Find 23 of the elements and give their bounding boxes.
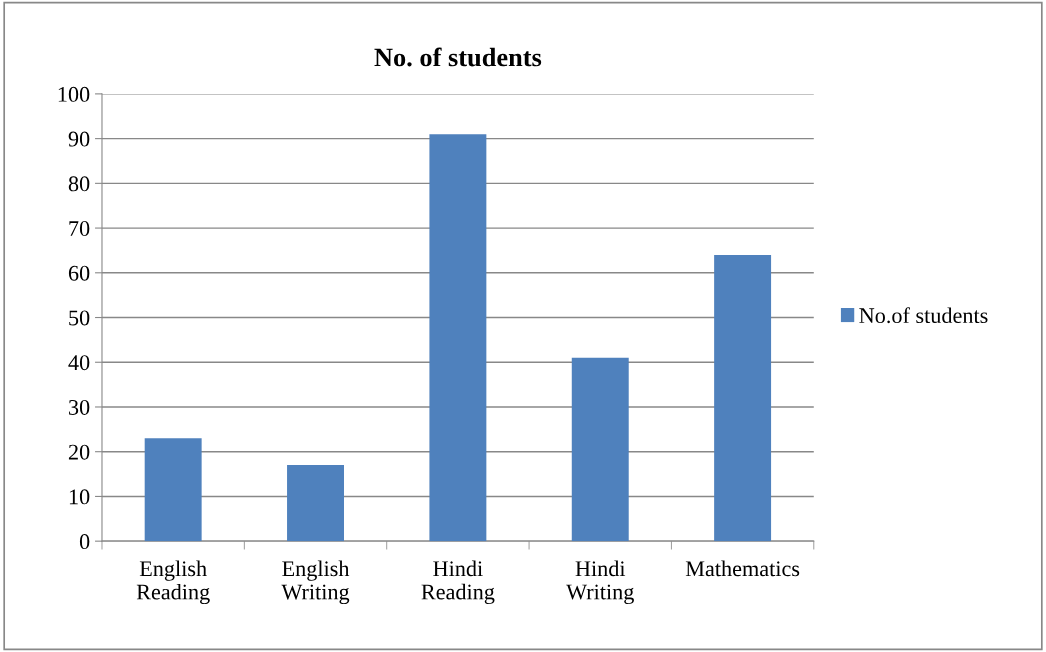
chart-title: No. of students bbox=[374, 47, 542, 67]
y-tick-label: 60 bbox=[68, 265, 90, 281]
bar bbox=[571, 357, 629, 542]
x-tick-label: Hindi Reading bbox=[421, 560, 495, 605]
x-tick-label: English Writing bbox=[281, 560, 350, 605]
bar bbox=[714, 254, 772, 542]
y-tick-label: 90 bbox=[68, 131, 90, 147]
y-tick-label: 100 bbox=[58, 86, 90, 102]
y-tick-label: 50 bbox=[69, 310, 90, 326]
x-tick-label: Hindi Writing bbox=[566, 560, 634, 605]
bar bbox=[429, 134, 487, 542]
legend-label: No.of students bbox=[859, 307, 988, 324]
y-tick-label: 20 bbox=[68, 444, 90, 460]
y-tick-label: 30 bbox=[69, 399, 90, 415]
y-tick-label: 10 bbox=[69, 489, 90, 505]
x-tick-label: English Reading bbox=[136, 560, 210, 605]
y-tick-label: 70 bbox=[69, 221, 90, 236]
y-tick-label: 40 bbox=[68, 355, 90, 371]
x-tick-label: Mathematics bbox=[685, 560, 800, 577]
bar bbox=[144, 438, 202, 542]
y-tick-label: 80 bbox=[68, 176, 90, 192]
y-tick-label: 0 bbox=[79, 534, 90, 550]
bar bbox=[287, 465, 344, 542]
